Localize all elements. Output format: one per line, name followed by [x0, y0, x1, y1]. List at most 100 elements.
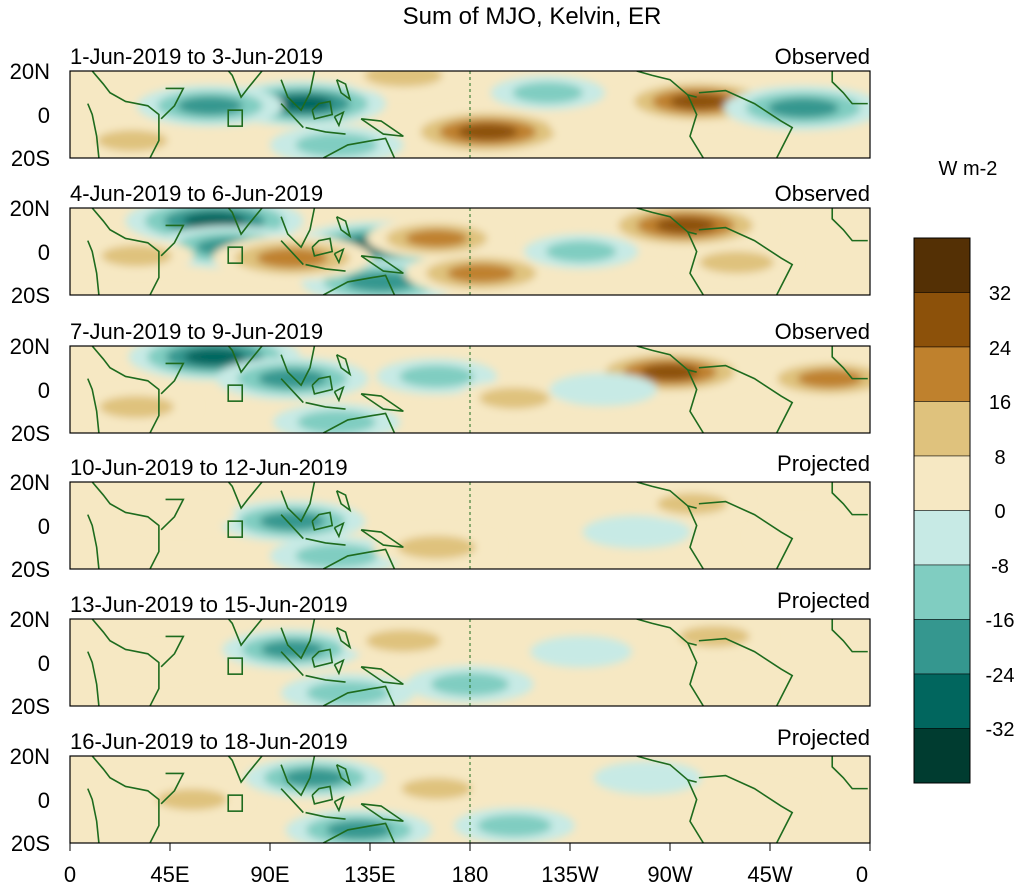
y-tick-20s: 20S: [11, 557, 50, 582]
y-tick-20n: 20N: [10, 470, 50, 495]
land-outlines: [87, 208, 868, 295]
coastline: [280, 651, 304, 677]
coastline: [687, 369, 705, 433]
x-tick-label: 135W: [541, 862, 599, 887]
anomaly-contour: [364, 71, 443, 87]
coastline: [335, 215, 352, 239]
island-marker: [227, 109, 244, 127]
coastline: [91, 71, 160, 158]
x-tick-label: 45E: [150, 862, 189, 887]
coastline: [360, 666, 404, 686]
coastline: [335, 489, 352, 513]
coastline: [333, 385, 345, 403]
coastline: [360, 803, 404, 823]
coastline: [280, 208, 316, 249]
anomaly-contour: [97, 130, 168, 152]
y-tick-20s: 20S: [11, 283, 50, 308]
panel-frame: [69, 481, 871, 570]
anomaly-contour: [549, 373, 658, 406]
map-panel: [69, 755, 871, 844]
island-marker: [227, 794, 244, 812]
colorbar-tick-label: -32: [986, 719, 1015, 741]
anomaly-contour: [670, 93, 728, 110]
coastline: [636, 619, 697, 646]
coastline: [91, 756, 160, 843]
island-marker: [227, 384, 244, 402]
island-marker: [227, 657, 244, 675]
coastline: [87, 514, 100, 569]
anomaly-contour: [749, 519, 858, 553]
coastline: [87, 378, 100, 433]
coastline: [305, 537, 346, 546]
x-tick-label: 0: [856, 862, 868, 887]
colorbar-units: W m-2: [939, 158, 998, 180]
panel-date-range: 7-Jun-2019 to 9-Jun-2019: [70, 319, 323, 344]
map-panel: [69, 618, 871, 707]
anomaly-contour: [582, 515, 691, 549]
coastline: [698, 637, 794, 706]
coastline: [831, 756, 868, 790]
map-panel: [69, 345, 871, 434]
coastline: [687, 642, 705, 706]
anomaly-contour: [657, 493, 728, 515]
y-tick-20s: 20S: [11, 831, 50, 856]
colorbar-tick-label: -24: [986, 665, 1015, 687]
coastline: [333, 110, 345, 128]
colorbar-bin: [913, 728, 971, 784]
panel-frame: [69, 207, 871, 296]
coastline: [227, 619, 264, 647]
anomaly-contour: [457, 123, 518, 141]
y-tick-0: 0: [38, 514, 50, 539]
coastline: [311, 511, 334, 531]
y-tick-20n: 20N: [10, 59, 50, 84]
coastline: [335, 763, 352, 787]
x-tick-label: 45W: [747, 862, 792, 887]
coastline: [160, 635, 185, 668]
panel-status: Observed: [775, 44, 870, 69]
anomaly-contour: [704, 783, 813, 816]
coastline: [831, 208, 868, 242]
coastline: [305, 811, 346, 820]
coastline: [333, 521, 345, 539]
coastline: [333, 795, 345, 813]
colorbar-bin: [913, 292, 971, 348]
coastline: [311, 237, 334, 257]
coastline: [87, 240, 100, 295]
coastline: [636, 482, 697, 509]
land-outlines: [87, 482, 868, 569]
coastline: [333, 658, 345, 676]
colorbar-bin: [913, 346, 971, 402]
anomaly-contour: [258, 369, 327, 389]
coastline: [322, 137, 396, 158]
map-panel: [69, 481, 871, 570]
colorbar-tick-labels: 32 24 16 8 0 -8 -16 -24 -32: [986, 283, 1015, 741]
panel-frame: [69, 70, 871, 159]
y-axis-labels: 20N 0 20S 20N 0 20S 20N 0 20S 20N 0 20S …: [10, 59, 50, 856]
anomaly-contour: [401, 778, 472, 800]
coastline: [335, 78, 352, 102]
anomaly-contour: [545, 240, 617, 263]
y-tick-20n: 20N: [10, 334, 50, 359]
anomaly-contour: [767, 98, 839, 118]
land-outlines: [87, 756, 868, 843]
coastline: [636, 71, 697, 98]
anomaly-contour: [430, 672, 510, 696]
x-tick-label: 0: [64, 862, 76, 887]
coastline: [831, 482, 868, 516]
colorbar-tick-label: 16: [989, 392, 1011, 414]
coastline: [305, 674, 346, 683]
coastline: [687, 94, 705, 158]
colorbar-bin: [913, 401, 971, 457]
coastline: [687, 231, 705, 295]
coastline: [698, 774, 794, 843]
coastline: [698, 500, 794, 569]
anomaly-contour: [512, 82, 583, 104]
colorbar-frame: [913, 237, 971, 784]
coastline: [687, 779, 705, 843]
coastline: [636, 756, 697, 783]
y-tick-20s: 20S: [11, 146, 50, 171]
y-tick-0: 0: [38, 788, 50, 813]
anomaly-contour: [397, 535, 476, 559]
coastline: [360, 529, 404, 549]
